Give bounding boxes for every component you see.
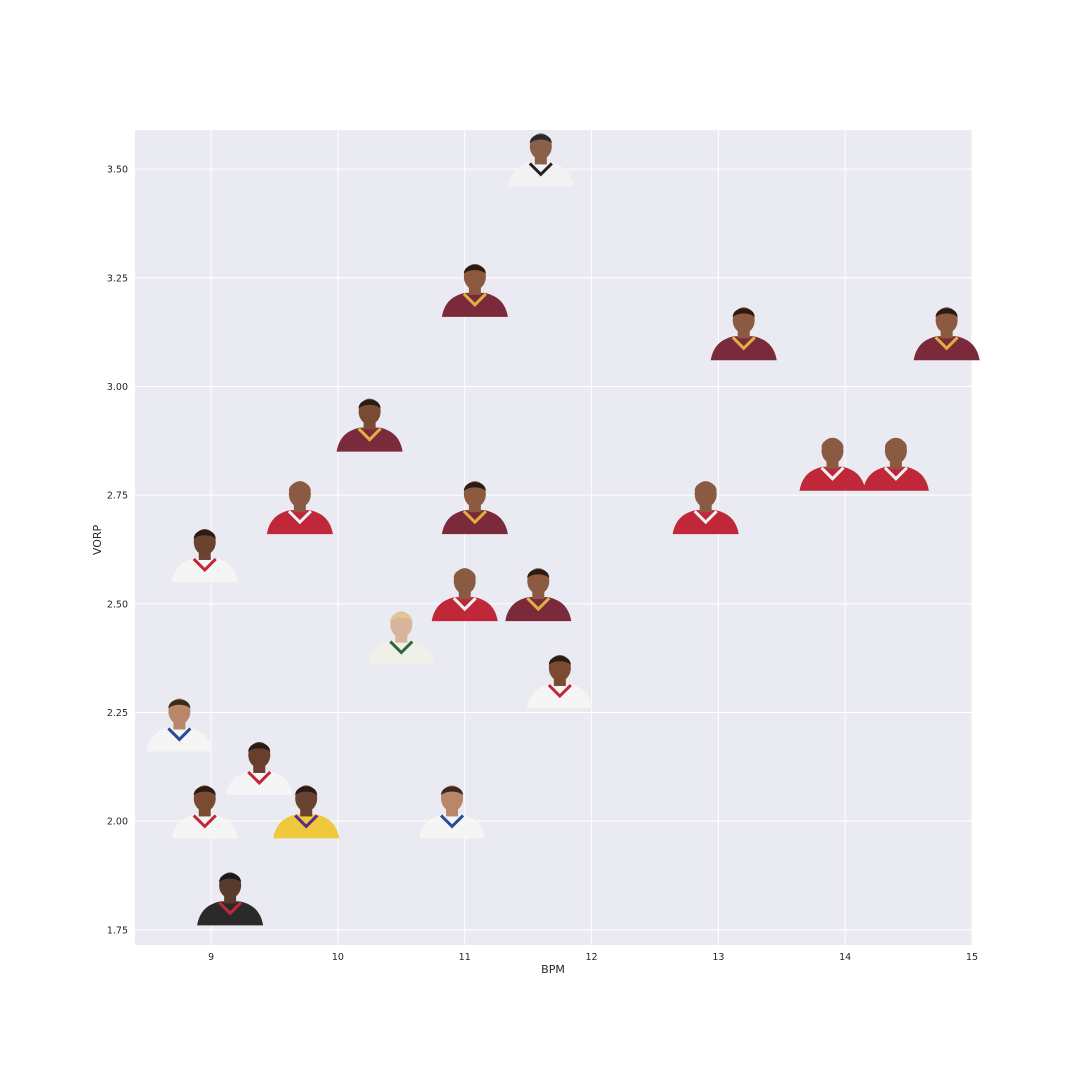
jersey-trim: [439, 814, 465, 829]
y-tick-label: 2.50: [107, 599, 128, 610]
y-axis-label: VORP: [91, 525, 104, 556]
jersey-trim: [693, 510, 718, 525]
neck: [468, 502, 481, 513]
y-tick-label: 2.00: [107, 817, 128, 828]
jersey-trim: [462, 510, 487, 525]
y-tick-labels: 1.75 2.00 2.25 2.50 2.75 3.00 3.25 3.50: [107, 165, 128, 937]
player-headshot-marker: [273, 785, 340, 839]
hair: [821, 438, 844, 448]
x-tick-labels: 9 10 11 12 13 14 15: [208, 952, 978, 963]
player-headshot-marker: [431, 568, 498, 622]
jersey-trim: [526, 597, 551, 612]
player-headshot-marker: [226, 741, 293, 795]
player-headshot-marker: [441, 481, 508, 535]
hair: [248, 742, 271, 752]
hair: [358, 399, 381, 409]
plot-background: [135, 130, 972, 945]
hair: [935, 308, 958, 318]
hair: [390, 612, 413, 622]
y-tick-label: 2.75: [107, 491, 128, 502]
hair: [732, 308, 755, 318]
jersey-trim: [528, 162, 553, 177]
hair: [463, 264, 486, 274]
hair: [295, 786, 318, 796]
player-headshot-marker: [799, 437, 866, 491]
player-headshot-marker: [672, 481, 739, 535]
hair: [288, 482, 311, 492]
player-headshot-marker: [441, 263, 508, 317]
jersey-trim: [731, 336, 756, 351]
player-headshot-marker: [336, 398, 403, 452]
hair: [527, 569, 550, 579]
jersey-trim: [357, 427, 382, 442]
player-headshot-marker: [171, 528, 238, 582]
jersey-trim: [547, 683, 572, 699]
jersey-trim: [820, 466, 845, 481]
jersey-trim: [247, 770, 272, 786]
x-axis-label: BPM: [541, 963, 565, 976]
player-headshot-marker: [505, 568, 572, 622]
player-headshot-marker: [526, 655, 593, 709]
hair: [441, 786, 464, 796]
jersey-trim: [934, 336, 959, 351]
neck: [293, 502, 306, 513]
player-headshot-marker: [171, 785, 238, 839]
hair: [453, 569, 476, 579]
x-tick-label: 15: [966, 952, 978, 963]
jersey-trim: [452, 597, 477, 612]
y-tick-label: 3.00: [107, 382, 128, 393]
hair: [548, 656, 571, 666]
y-tick-label: 3.50: [107, 165, 128, 176]
y-tick-label: 1.75: [107, 925, 128, 936]
x-tick-label: 11: [459, 952, 471, 963]
jersey-trim: [883, 466, 908, 481]
hair: [168, 699, 191, 709]
x-tick-label: 14: [839, 952, 851, 963]
player-headshot-marker: [507, 133, 574, 187]
data-points: [146, 133, 980, 926]
jersey-trim: [218, 901, 243, 916]
player-headshot-marker: [368, 611, 435, 665]
player-headshot-marker: [913, 307, 980, 361]
jersey-trim: [192, 557, 217, 573]
player-headshot-marker: [419, 785, 486, 839]
player-headshot-marker: [710, 307, 777, 361]
player-headshot-marker: [197, 872, 264, 926]
y-tick-label: 3.25: [107, 273, 128, 284]
jersey-trim: [389, 640, 414, 655]
jersey-trim: [287, 510, 312, 525]
gridlines: [135, 130, 973, 945]
hair: [219, 873, 242, 883]
jersey-trim: [462, 292, 487, 307]
hair: [884, 438, 907, 448]
hair: [193, 786, 216, 796]
jersey-trim: [294, 814, 319, 829]
x-tick-label: 10: [332, 952, 344, 963]
jersey-trim: [167, 727, 192, 742]
hair: [694, 482, 717, 492]
x-tick-label: 12: [585, 952, 597, 963]
neck: [699, 502, 712, 513]
hair: [529, 134, 552, 144]
jersey-trim: [192, 814, 217, 829]
player-headshot-marker: [266, 481, 333, 535]
player-headshot-marker: [862, 437, 929, 491]
y-tick-label: 2.25: [107, 708, 128, 719]
x-tick-label: 13: [712, 952, 724, 963]
x-tick-label: 9: [208, 952, 214, 963]
hair: [193, 529, 216, 539]
hair: [463, 482, 486, 492]
player-headshot-marker: [146, 698, 213, 752]
